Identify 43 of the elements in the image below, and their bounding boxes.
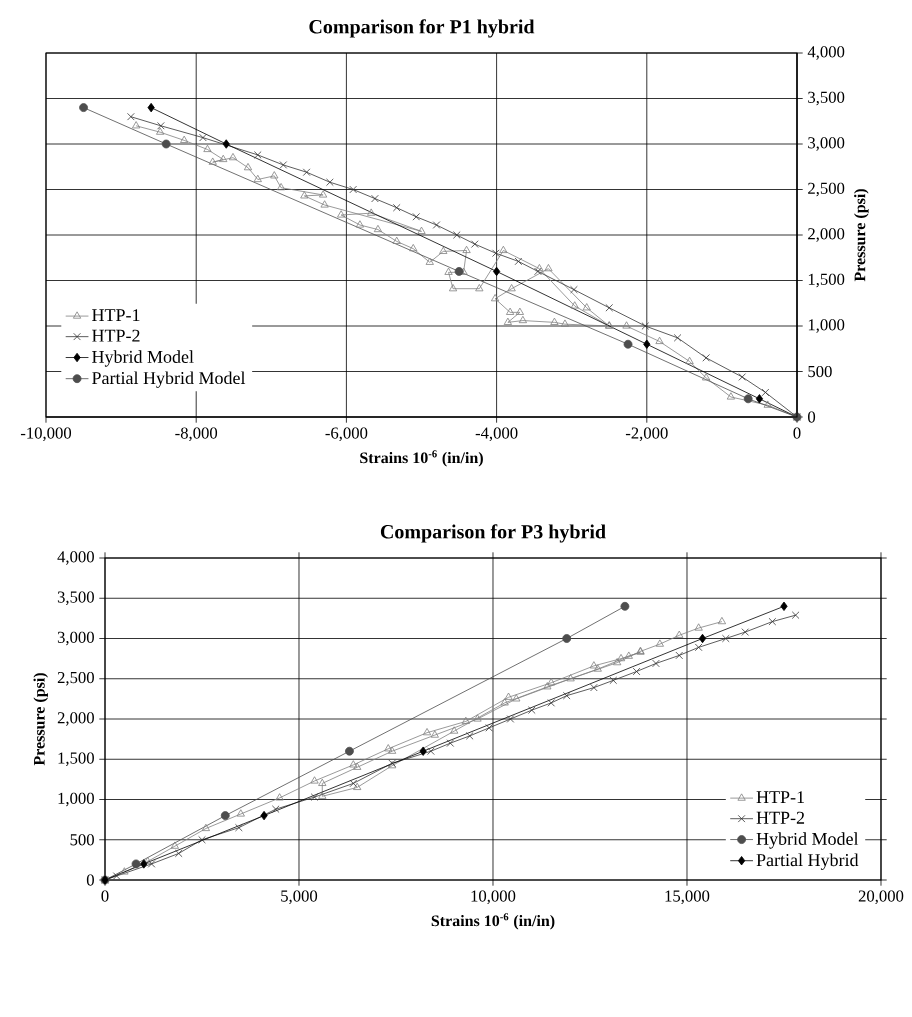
legend-label: Partial Hybrid Model [92,371,246,388]
legend-label: Hybrid Model [756,832,859,849]
y2-tick-label: 2,000 [808,228,845,242]
y2-tick-label: 500 [808,365,832,378]
y-tick-label: 500 [70,834,94,846]
x-tick-label: 20,000 [858,890,904,905]
x-axis-title: Strains 10$^{-6}$ (in/in) [360,450,483,467]
chart-title: Comparison for P3 hybrid [380,524,606,543]
y2-tick-label: 3,000 [808,137,845,151]
y2-tick-label: 1,500 [808,273,845,288]
x-tick-label: 0 [101,890,109,902]
y2-tick-label: 2,500 [808,182,845,197]
y2-tick-label: 3,500 [808,91,845,106]
y-tick-label: 0 [86,874,94,886]
y-tick-label: 1,000 [58,792,94,807]
x-tick-label: 10,000 [471,890,516,905]
y-tick-label: 4,000 [57,551,94,565]
y-tick-label: 3,000 [57,631,94,646]
y-tick-label: 2,500 [57,671,94,686]
legend-label: HTP-1 [92,309,140,322]
x-tick-label: -6,000 [325,427,368,442]
x-tick-label: -10,000 [20,427,72,442]
y2-tick-label: 4,000 [807,46,845,60]
legend-label: HTP-2 [92,329,140,342]
y2-tick-label: 0 [808,411,816,423]
legend-label: HTP-1 [756,791,804,804]
y-axis-title: Pressure (psi) [33,673,48,766]
x-tick-label: 0 [793,427,801,439]
legend-label: Hybrid Model [92,350,194,367]
x-tick-label: 15,000 [665,890,710,905]
chart-title: Comparison for P1 hybrid [309,19,535,38]
y-tick-label: 3,500 [57,591,94,606]
legend-label: Partial Hybrid [756,853,859,870]
x-tick-label: -4,000 [475,427,518,442]
y-tick-label: 2,000 [57,712,94,726]
y2-tick-label: 1,000 [808,319,845,333]
x-tick-label: 5,000 [281,890,318,905]
y-tick-label: 1,500 [58,752,94,767]
x-tick-label: -8,000 [175,427,218,442]
x-axis-title: Strains 10$^{-6}$ (in/in) [431,913,555,930]
y2-axis-title: Pressure (psi) [854,189,869,282]
x-tick-label: -2,000 [625,427,668,442]
legend-label: HTP-2 [756,811,805,824]
